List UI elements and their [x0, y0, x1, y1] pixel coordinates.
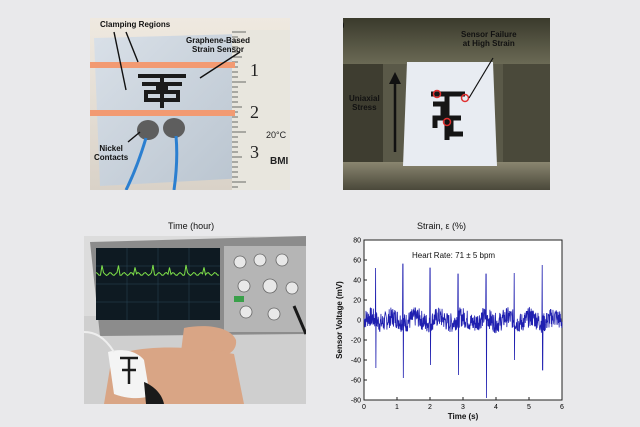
- caption-time-hour: Time (hour): [168, 221, 215, 231]
- failure-pointer: [468, 57, 494, 99]
- nickel-contact-right: [163, 118, 185, 138]
- frame-right: [503, 64, 550, 162]
- strap: [144, 382, 164, 404]
- panel-a-photo: [90, 18, 290, 190]
- x-axis-label: Time (s): [448, 412, 479, 421]
- panel-b-photo: [343, 18, 550, 190]
- annotation-clamping-regions: Clamping Regions: [100, 20, 171, 29]
- ruler-number-3: 3: [250, 142, 259, 162]
- frame-left: [343, 64, 383, 162]
- heart-rate-chart: 80 60 40 20 0 -20 -40 -60 -80 0 1 2 3 4 5 6 Heart Rate…: [335, 238, 564, 422]
- y-tick-label: -20: [351, 338, 361, 345]
- x-tick-label: 5: [527, 404, 531, 411]
- annotation-uniaxial-stress: Uniaxial Stress: [349, 94, 380, 112]
- annotation-nickel-contacts: Nickel Contacts: [94, 144, 129, 162]
- failure-marker-2: [442, 117, 452, 127]
- probe-cable: [292, 305, 306, 335]
- panel-b: b Sensor Failure at High Strain Uniaxial…: [343, 18, 550, 190]
- failure-marker-3: [460, 93, 470, 103]
- sensor-pattern: [138, 74, 186, 108]
- annotation-sensor-failure: Sensor Failure at High Strain: [461, 30, 517, 48]
- x-tick-label: 0: [362, 404, 366, 411]
- wrist-sensor: [120, 356, 138, 384]
- ruler-number-1: 1: [250, 60, 259, 80]
- screen-grid: [96, 248, 220, 320]
- y-tick-label: 20: [353, 298, 361, 305]
- x-axis-ticks: 0 1 2 3 4 5 6: [362, 397, 564, 411]
- y-tick-label: -80: [351, 398, 361, 405]
- wire-left: [124, 137, 148, 190]
- lead-wire: [84, 331, 115, 353]
- x-tick-label: 1: [395, 404, 399, 411]
- y-tick-label: 60: [353, 258, 361, 265]
- y-tick-label: -60: [351, 378, 361, 385]
- clamp-band-bottom: [90, 110, 235, 116]
- channel-button: [234, 296, 244, 302]
- x-tick-label: 3: [461, 404, 465, 411]
- x-tick-label: 2: [428, 404, 432, 411]
- panel-g-photo: [84, 236, 306, 404]
- ruler-marking: 20°C: [266, 130, 287, 140]
- failure-marker-1: [432, 89, 442, 99]
- y-tick-label: -40: [351, 358, 361, 365]
- clamp-band-top: [90, 62, 235, 68]
- panel-h: 80 60 40 20 0 -20 -40 -60 -80 0 1 2 3 4 5 6 Heart Rate…: [330, 232, 570, 422]
- ruler-number-2: 2: [250, 102, 259, 122]
- nickel-contact-left: [137, 120, 159, 140]
- lower-clamp: [343, 162, 550, 190]
- y-tick-label: 80: [353, 238, 361, 245]
- y-axis-ticks: 80 60 40 20 0 -20 -40 -60 -80: [351, 238, 367, 405]
- annotation-arrows: [113, 31, 241, 143]
- y-tick-label: 0: [357, 318, 361, 325]
- fabric-sample: [403, 62, 497, 166]
- screen-trace: [95, 264, 220, 277]
- panel-label-b: b: [343, 18, 345, 32]
- annotation-sensor: Graphene-Based Strain Sensor: [186, 36, 251, 54]
- panel-a: a Clamping Regions Graphene-Based Strain…: [90, 18, 290, 190]
- ruler-brand: BMI: [270, 156, 289, 167]
- stress-arrow-head: [389, 72, 401, 84]
- panel-g: g: [84, 236, 306, 404]
- heart-rate-annotation: Heart Rate: 71 ± 5 bpm: [412, 251, 495, 260]
- y-axis-label: Sensor Voltage (mV): [335, 281, 344, 359]
- control-knobs: [233, 253, 299, 321]
- x-tick-label: 4: [494, 404, 498, 411]
- upper-clamp: [343, 18, 550, 64]
- x-tick-label: 6: [560, 404, 564, 411]
- signal-series-line: [363, 263, 563, 399]
- wire-right: [172, 135, 179, 190]
- y-tick-label: 40: [353, 278, 361, 285]
- failed-sensor-pattern: [431, 91, 465, 140]
- caption-strain: Strain, ε (%): [417, 221, 467, 231]
